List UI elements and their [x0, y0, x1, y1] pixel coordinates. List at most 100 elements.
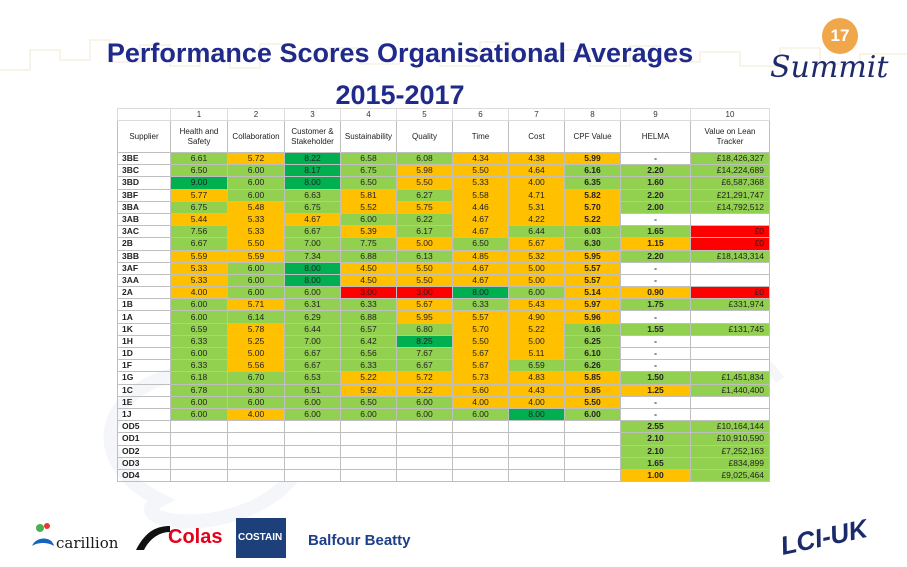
score-cell: 1.65: [620, 456, 691, 470]
column-header: Collaboration: [227, 120, 285, 153]
score-cell: 6.78: [170, 383, 228, 397]
score-cell: [340, 456, 397, 470]
score-cell: [690, 346, 770, 361]
score-cell: [170, 444, 228, 458]
score-cell: 1.25: [620, 383, 691, 397]
score-cell: [170, 456, 228, 470]
score-cell: 6.25: [564, 334, 621, 349]
title-line-1: Performance Scores Organisational Averag…: [106, 38, 694, 68]
table-row: 3AC 7.56 5.33 6.67 5.39 6.17 4.67 6.44 6.03 1.65 £…: [117, 225, 770, 239]
score-cell: 6.67: [284, 359, 341, 373]
table-row: 2B 6.67 5.50 7.00 7.75 5.00 6.50 5.67 6.30 1.15 £0: [117, 237, 770, 251]
score-cell: £1,440,400: [690, 383, 770, 397]
score-cell: [340, 432, 397, 446]
score-cell: 6.75: [284, 200, 341, 214]
score-cell: 5.95: [396, 310, 453, 324]
score-cell: 6.33: [340, 359, 397, 373]
table-row: 3BA 6.75 5.48 6.75 5.52 5.75 4.46 5.31 5.70 2.00 £…: [117, 200, 770, 214]
supplier-cell: OD1: [117, 432, 171, 446]
score-cell: 5.31: [508, 200, 565, 214]
score-cell: 5.00: [508, 334, 565, 349]
score-cell: 5.98: [396, 164, 453, 178]
score-cell: 6.44: [284, 322, 341, 336]
score-cell: [170, 468, 228, 483]
supplier-cell: 1H: [117, 334, 171, 349]
score-cell: [340, 420, 397, 434]
score-cell: 7.56: [170, 225, 228, 239]
column-header: CPF Value: [564, 120, 621, 153]
skyline-decoration: [0, 39, 907, 71]
supplier-cell: 3BA: [117, 200, 171, 214]
score-cell: 5.85: [564, 383, 621, 397]
score-cell: 8.00: [452, 286, 509, 300]
column-number: 9: [620, 108, 691, 121]
score-cell: [284, 444, 341, 458]
score-cell: [227, 432, 285, 446]
score-cell: 6.63: [284, 188, 341, 202]
score-cell: 4.43: [508, 383, 565, 397]
score-cell: 6.00: [170, 346, 228, 361]
score-cell: 5.50: [452, 164, 509, 178]
supplier-cell: 1F: [117, 359, 171, 373]
score-cell: [508, 432, 565, 446]
score-cell: -: [620, 151, 691, 166]
score-cell: [340, 444, 397, 458]
performance-table: 1 2 3 4 5 6 7 8 9 10 Supplier Health and Safety Col…: [117, 108, 770, 483]
score-cell: 2.10: [620, 432, 691, 446]
column-header: Time: [452, 120, 509, 153]
score-cell: £18,426,327: [690, 151, 770, 166]
score-cell: 5.85: [564, 371, 621, 385]
score-cell: 6.30: [227, 383, 285, 397]
score-cell: £14,792,512: [690, 200, 770, 214]
score-cell: [396, 432, 453, 446]
score-cell: 6.26: [564, 359, 621, 373]
score-cell: 6.80: [396, 322, 453, 336]
table-row: OD4 1.00 £9,025,464: [117, 468, 770, 483]
score-cell: 6.00: [564, 407, 621, 422]
score-cell: 5.22: [396, 383, 453, 397]
score-cell: 8.22: [284, 151, 341, 166]
score-cell: 5.22: [564, 212, 621, 227]
score-cell: £131,745: [690, 322, 770, 336]
supplier-cell: 1K: [117, 322, 171, 336]
summit-badge: 17: [822, 18, 858, 54]
score-cell: 7.00: [284, 237, 341, 251]
score-cell: 3.00: [340, 286, 397, 300]
score-cell: 6.59: [170, 322, 228, 336]
table-row: 1B 6.00 5.71 6.31 6.33 5.67 6.33 5.43 5.97 1.75 £3…: [117, 298, 770, 312]
score-cell: [452, 468, 509, 483]
score-cell: [452, 444, 509, 458]
score-cell: £331,974: [690, 298, 770, 312]
score-cell: 4.67: [452, 273, 509, 288]
score-cell: 5.00: [508, 273, 565, 288]
table-row: 3BE 6.61 5.72 8.22 6.58 6.08 4.34 4.38 5.99- £18,…: [117, 151, 770, 166]
score-cell: 5.33: [227, 225, 285, 239]
costain-logo: COSTAIN: [236, 518, 286, 558]
score-cell: £9,025,464: [690, 468, 770, 483]
score-cell: 5.50: [564, 395, 621, 409]
score-cell: 6.00: [396, 407, 453, 422]
column-header: HELMA: [620, 120, 691, 153]
score-cell: 6.00: [284, 395, 341, 409]
score-cell: 6.33: [452, 298, 509, 312]
score-cell: [452, 420, 509, 434]
score-cell: 6.57: [340, 322, 397, 336]
score-cell: 7.75: [340, 237, 397, 251]
column-number: 1: [170, 108, 228, 121]
summit-logo: 17 Summit: [764, 18, 888, 88]
score-cell: [508, 420, 565, 434]
score-cell: [227, 456, 285, 470]
score-cell: £7,252,163: [690, 444, 770, 458]
score-cell: 5.59: [170, 249, 228, 263]
table-row: 3BC 6.50 6.00 8.17 6.75 5.98 5.50 4.64 6.16 2.20 £…: [117, 164, 770, 178]
score-cell: 6.67: [396, 359, 453, 373]
score-cell: 5.72: [396, 371, 453, 385]
score-cell: 6.00: [227, 395, 285, 409]
score-cell: [170, 432, 228, 446]
score-cell: 5.11: [508, 346, 565, 361]
score-cell: 6.33: [170, 359, 228, 373]
score-cell: 7.67: [396, 346, 453, 361]
column-number: 10: [690, 108, 770, 121]
score-cell: 6.00: [284, 407, 341, 422]
score-cell: 6.75: [340, 164, 397, 178]
